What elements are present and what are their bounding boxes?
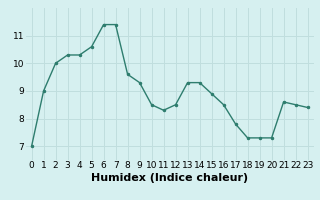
X-axis label: Humidex (Indice chaleur): Humidex (Indice chaleur) (91, 173, 248, 183)
